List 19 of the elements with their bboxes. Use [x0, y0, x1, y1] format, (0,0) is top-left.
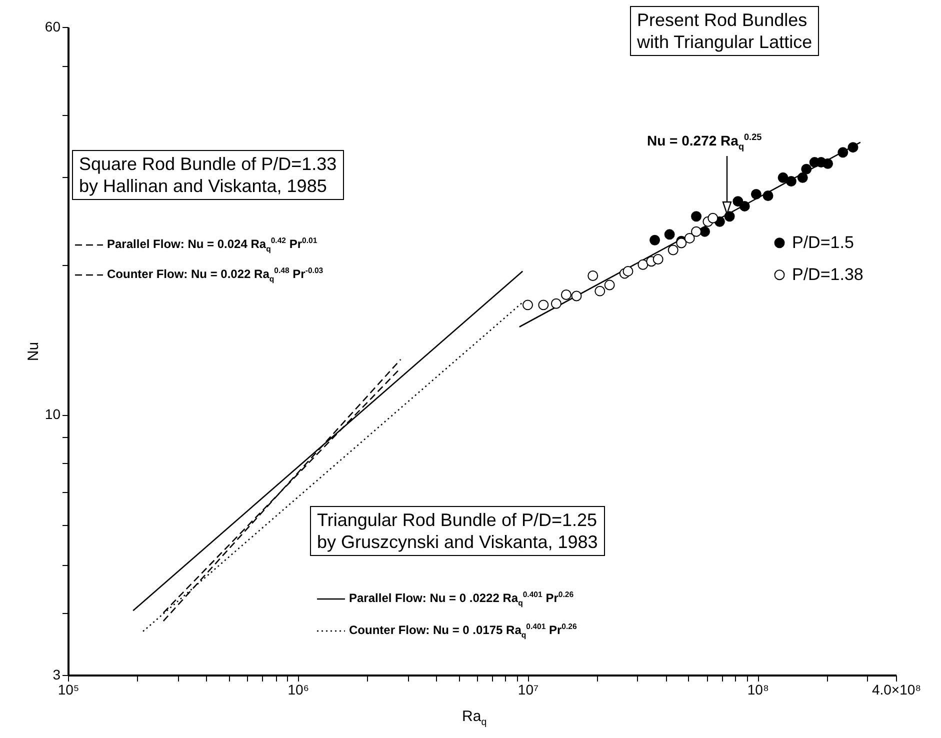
annotation: Triangular Rod Bundle of P/D=1.25 by Gruszcynski and Viskanta, 1983 — [310, 506, 605, 556]
legend-label: P/D=1.38 — [792, 264, 864, 284]
x-tick-label: 10⁸ — [747, 682, 769, 698]
y-tick-label: 10 — [44, 406, 61, 422]
y-tick-label: 3 — [52, 666, 61, 682]
x-axis-title: Ra$_{q}$ — [462, 708, 487, 728]
legend-label: Parallel Flow: Nu = 0.024 Ra$_{q}$$^{0.42}$ Pr$^{0.01}$ — [107, 236, 318, 254]
legend-label: Counter Flow: Nu = 0 .0175 Ra$_{q}$$^{0.401}$ Pr$^{0.26}$ — [349, 622, 577, 640]
legend-label: P/D=1.5 — [792, 232, 854, 252]
x-tick-label: 4.0×10⁸ — [872, 682, 922, 698]
x-tick-label: 10⁷ — [518, 682, 539, 698]
x-tick-label: 10⁵ — [58, 682, 80, 698]
legend-label: Parallel Flow: Nu = 0 .0222 Ra$_{q}$$^{0.401}$ Pr$^{0.26}$ — [349, 590, 574, 608]
legend-label: Counter Flow: Nu = 0.022 Ra$_{q}$$^{0.48}$ Pr$^{-0.03}$ — [107, 266, 324, 284]
x-tick-label: 10⁶ — [288, 682, 310, 698]
y-axis-title: Nu — [24, 342, 42, 362]
annotation: Square Rod Bundle of P/D=1.33 by Hallinan and Viskanta, 1985 — [72, 150, 344, 200]
y-tick-label: 60 — [44, 18, 61, 34]
annotation: Present Rod Bundles with Triangular Lattice — [630, 6, 820, 56]
